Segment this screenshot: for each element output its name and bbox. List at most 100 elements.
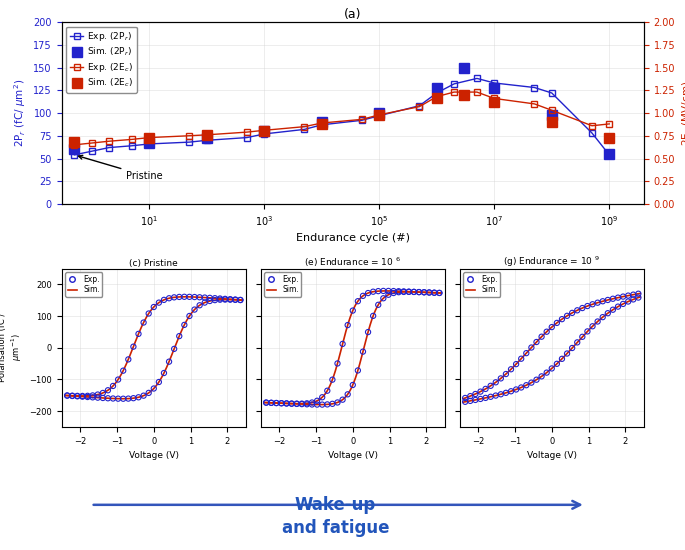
Point: [362, 328, 373, 337]
Point: [358, 347, 369, 356]
Y-axis label: 2P$_r$ (fC/ $\mu$m$^2$): 2P$_r$ (fC/ $\mu$m$^2$): [12, 79, 28, 147]
Point: [490, 391, 501, 400]
Point: [123, 355, 134, 364]
Point: [77, 392, 88, 400]
Point: [158, 295, 169, 304]
Point: [112, 394, 123, 403]
Point: [352, 297, 363, 306]
Point: [189, 305, 200, 314]
Point: [312, 400, 323, 409]
Point: [210, 294, 221, 302]
Point: [368, 287, 379, 296]
Exp. (2E$_c$): [473, 89, 481, 95]
Point: [108, 394, 119, 403]
Exp. (2P$_r$): [318, 122, 326, 128]
Point: [531, 375, 542, 384]
Point: [214, 295, 225, 304]
Point: [577, 304, 588, 312]
Exp. (2P$_r$): [242, 134, 251, 141]
Point: [383, 287, 394, 295]
Exp. (2E$_c$): [548, 107, 556, 113]
Point: [556, 354, 567, 363]
Sim. (2E$_c$): [260, 128, 269, 135]
Point: [276, 399, 287, 408]
Sim. (2E$_c$): [460, 91, 469, 98]
Exp. (2P$_r$): [71, 152, 79, 158]
Point: [214, 294, 225, 303]
Point: [577, 332, 588, 341]
Point: [225, 295, 236, 304]
Point: [337, 395, 348, 404]
Point: [551, 360, 562, 368]
Exp. (2E$_c$): [490, 95, 499, 102]
Point: [592, 298, 603, 307]
Point: [470, 389, 481, 398]
Point: [608, 305, 619, 314]
Exp. (2P$_r$): [145, 141, 153, 147]
Point: [153, 298, 164, 307]
Exp. (2P$_r$): [358, 117, 366, 124]
Point: [97, 394, 108, 403]
Point: [184, 293, 195, 301]
Point: [566, 344, 577, 353]
Point: [368, 311, 379, 320]
Point: [307, 398, 318, 407]
X-axis label: Endurance cycle (#): Endurance cycle (#): [296, 233, 410, 243]
Sim. (2P$_r$): [71, 146, 79, 153]
Point: [164, 294, 175, 302]
Point: [97, 388, 108, 397]
Point: [434, 289, 445, 298]
Exp. (2P$_r$): [473, 75, 481, 82]
Point: [312, 397, 323, 405]
Point: [602, 295, 613, 304]
Point: [72, 392, 83, 400]
Exp. (2E$_c$): [242, 129, 251, 135]
Exp. (2E$_c$): [450, 89, 458, 95]
Legend: Exp. (2P$_r$), Sim. (2P$_r$), Exp. (2E$_c$), Sim. (2E$_c$): Exp. (2P$_r$), Sim. (2P$_r$), Exp. (2E$_…: [66, 26, 137, 93]
Point: [87, 393, 98, 402]
Point: [587, 322, 598, 331]
Point: [506, 387, 516, 395]
Point: [526, 343, 537, 352]
Point: [393, 288, 404, 296]
Point: [408, 288, 419, 296]
Sim. (2P$_r$): [605, 151, 613, 157]
Point: [480, 384, 491, 393]
Point: [194, 301, 205, 310]
Point: [179, 321, 190, 329]
Point: [424, 288, 435, 297]
Point: [199, 298, 210, 307]
Point: [378, 294, 389, 302]
Point: [510, 385, 521, 394]
Exp. (2P$_r$): [548, 90, 556, 96]
Point: [347, 306, 358, 315]
Point: [291, 399, 302, 408]
Exp. (2P$_r$): [260, 131, 269, 138]
Exp. (2E$_c$): [530, 101, 538, 107]
Point: [337, 339, 348, 348]
Point: [72, 392, 83, 401]
Point: [220, 294, 231, 303]
Exp. (2E$_c$): [88, 140, 96, 146]
Point: [92, 393, 103, 402]
Point: [204, 294, 215, 302]
Point: [434, 289, 445, 298]
Point: [229, 295, 240, 304]
Point: [419, 288, 429, 296]
Point: [536, 372, 547, 381]
Sim. (2P$_r$): [460, 64, 469, 71]
Point: [618, 300, 629, 309]
Point: [133, 329, 144, 338]
Point: [429, 288, 440, 297]
Exp. (2P$_r$): [105, 144, 113, 151]
Point: [460, 398, 471, 406]
Point: [465, 392, 476, 400]
Point: [174, 332, 185, 340]
Point: [229, 295, 240, 304]
Exp. (2E$_c$): [375, 112, 384, 118]
Point: [393, 287, 404, 296]
Exp. (2E$_c$): [318, 120, 326, 127]
Point: [495, 390, 506, 399]
Point: [572, 338, 583, 347]
Text: Wake-up
and fatigue: Wake-up and fatigue: [282, 497, 389, 537]
